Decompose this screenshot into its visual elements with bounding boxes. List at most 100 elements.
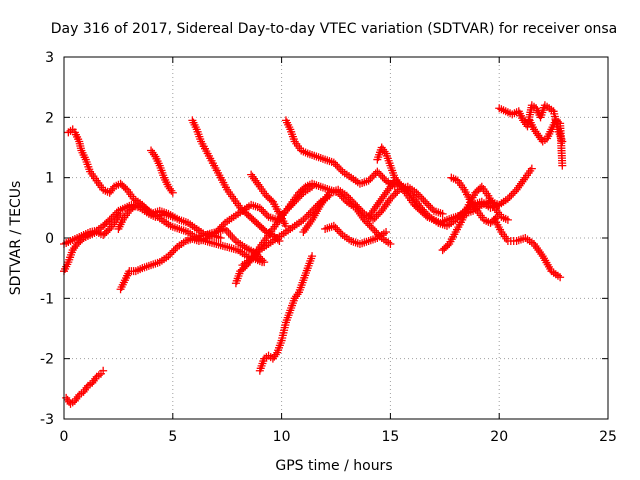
- series-track-13: [247, 170, 290, 230]
- data-point: [346, 195, 355, 204]
- data-point: [379, 192, 388, 201]
- data-point: [299, 227, 308, 236]
- data-point: [164, 182, 173, 191]
- data-point: [423, 211, 432, 220]
- data-point: [319, 196, 328, 205]
- data-point: [380, 202, 389, 211]
- data-point: [369, 171, 378, 180]
- data-point: [370, 214, 379, 223]
- data-point: [377, 143, 386, 152]
- data-point: [316, 200, 325, 209]
- data-point: [335, 227, 344, 236]
- data-point: [374, 198, 383, 207]
- data-point: [503, 215, 512, 224]
- data-point: [414, 190, 423, 199]
- series-track-10: [231, 179, 395, 288]
- series-track-15: [299, 182, 447, 236]
- data-point: [356, 206, 365, 215]
- data-point: [376, 171, 385, 180]
- data-point: [383, 186, 392, 195]
- series-track-21: [490, 215, 565, 282]
- series-track-09: [186, 182, 317, 246]
- data-point: [333, 162, 342, 171]
- data-point: [358, 208, 367, 217]
- series-track-03: [62, 366, 108, 408]
- data-point: [329, 158, 338, 167]
- y-tick-label: 1: [45, 171, 54, 187]
- data-point: [415, 192, 424, 201]
- data-point: [230, 235, 239, 244]
- data-point: [147, 146, 156, 155]
- data-point: [373, 200, 382, 209]
- data-point: [164, 252, 173, 261]
- data-point: [353, 202, 362, 211]
- y-tick-label: -2: [40, 352, 54, 368]
- data-point: [388, 192, 397, 201]
- data-point: [377, 206, 386, 215]
- data-point: [376, 196, 385, 205]
- series-track-07: [147, 146, 177, 197]
- data-point: [535, 248, 544, 257]
- data-point: [303, 221, 312, 230]
- data-point: [308, 252, 317, 261]
- data-point: [169, 246, 178, 255]
- data-point: [254, 247, 263, 256]
- data-point: [259, 207, 268, 216]
- data-point: [373, 167, 382, 176]
- data-point: [99, 366, 108, 375]
- data-point: [214, 226, 223, 235]
- data-point: [306, 208, 315, 217]
- data-point: [424, 201, 433, 210]
- plot-frame: [63, 56, 609, 420]
- data-point: [261, 209, 270, 218]
- data-point: [293, 290, 302, 299]
- data-point: [335, 164, 344, 173]
- data-point: [537, 250, 546, 259]
- data-point: [302, 223, 311, 232]
- data-point: [281, 221, 290, 230]
- data-point: [412, 197, 421, 206]
- data-point: [366, 210, 375, 219]
- data-point: [509, 189, 518, 198]
- data-point: [336, 229, 345, 238]
- data-points: [60, 101, 567, 408]
- data-point: [70, 396, 79, 405]
- data-point: [250, 251, 259, 260]
- data-point: [363, 219, 372, 228]
- data-point: [422, 209, 431, 218]
- data-point: [168, 188, 177, 197]
- data-point: [534, 131, 543, 140]
- data-point: [331, 160, 340, 169]
- data-point: [305, 219, 314, 228]
- data-point: [271, 350, 280, 359]
- data-point: [389, 191, 398, 200]
- data-point: [366, 174, 375, 183]
- data-point: [505, 192, 514, 201]
- x-tick-label: 0: [60, 429, 69, 445]
- data-point: [379, 204, 388, 213]
- data-point: [212, 227, 221, 236]
- y-tick-label: 0: [45, 231, 54, 247]
- data-point: [380, 190, 389, 199]
- data-point: [383, 198, 392, 207]
- data-point: [82, 383, 91, 392]
- data-point: [380, 147, 389, 156]
- data-point: [217, 222, 226, 231]
- data-point: [344, 193, 353, 202]
- data-point: [355, 204, 364, 213]
- data-point: [252, 178, 261, 187]
- data-point: [107, 186, 116, 195]
- data-point: [333, 225, 342, 234]
- data-point: [422, 199, 431, 208]
- data-point: [89, 376, 98, 385]
- data-point: [532, 129, 541, 138]
- data-point: [368, 215, 377, 224]
- data-point: [364, 176, 373, 185]
- data-point: [247, 255, 256, 264]
- data-point: [377, 194, 386, 203]
- data-point: [558, 161, 567, 170]
- data-point: [382, 188, 391, 197]
- data-point: [166, 250, 175, 259]
- data-point: [420, 207, 429, 216]
